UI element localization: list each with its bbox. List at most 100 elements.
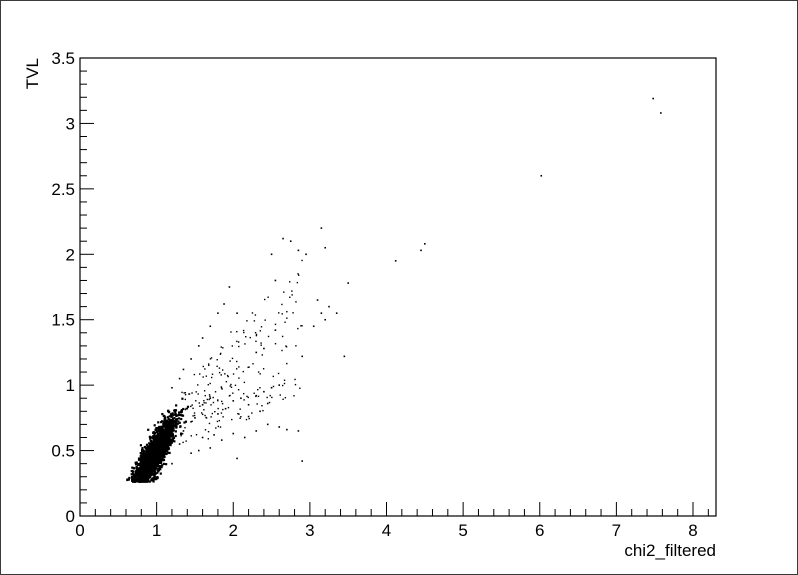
data-point <box>140 479 143 482</box>
data-point <box>144 447 147 450</box>
x-tick-label: 8 <box>688 521 697 540</box>
data-point <box>260 342 262 344</box>
data-point <box>660 112 662 114</box>
data-point <box>155 464 158 467</box>
data-point <box>260 326 263 328</box>
data-point <box>295 301 297 303</box>
data-point <box>144 472 147 475</box>
data-point <box>150 462 153 465</box>
data-point <box>154 451 157 454</box>
data-point <box>301 460 304 462</box>
data-point <box>158 465 161 469</box>
x-tick-label: 7 <box>612 521 621 540</box>
data-point <box>165 439 168 442</box>
data-point <box>171 427 174 430</box>
data-point <box>145 443 149 446</box>
data-point <box>167 423 170 426</box>
data-point <box>245 418 248 421</box>
data-point <box>243 399 245 401</box>
data-point <box>259 330 261 332</box>
data-point <box>204 368 206 370</box>
data-point <box>170 440 173 443</box>
data-point <box>297 273 299 275</box>
data-point <box>240 397 242 400</box>
data-point <box>151 456 154 459</box>
data-point <box>175 418 179 421</box>
data-point <box>150 450 153 454</box>
data-point <box>263 390 265 393</box>
data-point <box>218 367 221 369</box>
data-point <box>132 479 135 482</box>
data-point <box>147 460 150 463</box>
data-point <box>229 360 231 362</box>
data-point <box>281 303 283 306</box>
data-point <box>153 440 156 443</box>
data-point <box>155 430 159 434</box>
data-point <box>220 352 222 355</box>
data-point <box>153 456 156 459</box>
data-point <box>163 418 166 421</box>
data-point <box>220 346 222 348</box>
data-point <box>152 435 155 438</box>
data-point <box>212 396 214 399</box>
data-point <box>251 312 254 314</box>
data-point <box>219 353 222 355</box>
data-point <box>170 423 173 426</box>
data-point <box>136 463 140 467</box>
data-point <box>147 428 150 431</box>
data-point <box>168 415 171 418</box>
data-point <box>268 401 271 404</box>
data-point <box>205 416 207 419</box>
data-point <box>190 435 192 437</box>
data-point <box>141 460 144 463</box>
data-point <box>141 448 144 452</box>
data-point <box>236 330 238 333</box>
data-point <box>180 412 183 414</box>
data-point <box>172 437 175 440</box>
data-point <box>149 472 152 476</box>
data-point <box>154 471 157 474</box>
data-point <box>177 417 181 420</box>
data-point <box>208 364 210 367</box>
data-point <box>207 384 209 386</box>
data-point <box>143 475 146 478</box>
data-point <box>153 478 157 481</box>
data-point <box>221 400 223 403</box>
data-point <box>128 476 131 480</box>
data-point <box>162 462 165 466</box>
data-point <box>146 448 149 451</box>
data-point <box>143 454 146 457</box>
data-point <box>211 412 214 415</box>
data-point <box>163 447 166 450</box>
data-point <box>173 417 176 420</box>
data-point <box>167 451 170 454</box>
data-point <box>171 412 174 415</box>
data-point <box>140 476 144 479</box>
data-point <box>153 461 156 464</box>
data-point <box>151 445 155 448</box>
data-point <box>244 343 246 345</box>
data-point <box>153 424 156 427</box>
data-point <box>151 465 154 468</box>
data-point <box>220 374 222 376</box>
data-point <box>266 402 269 405</box>
data-point <box>180 409 183 412</box>
data-point <box>132 467 135 470</box>
data-point <box>237 412 239 415</box>
data-point <box>153 465 156 468</box>
data-point <box>259 410 261 413</box>
data-point <box>219 426 222 428</box>
data-point <box>163 429 167 432</box>
data-point <box>149 463 153 467</box>
data-point <box>208 422 211 425</box>
data-point <box>182 430 185 432</box>
data-point <box>260 344 262 346</box>
data-point <box>257 371 260 373</box>
data-point <box>174 421 177 424</box>
data-point <box>157 457 160 460</box>
data-point <box>147 469 150 472</box>
data-point <box>220 387 223 389</box>
data-point <box>227 406 230 409</box>
data-point <box>136 480 140 483</box>
data-point <box>236 340 238 343</box>
